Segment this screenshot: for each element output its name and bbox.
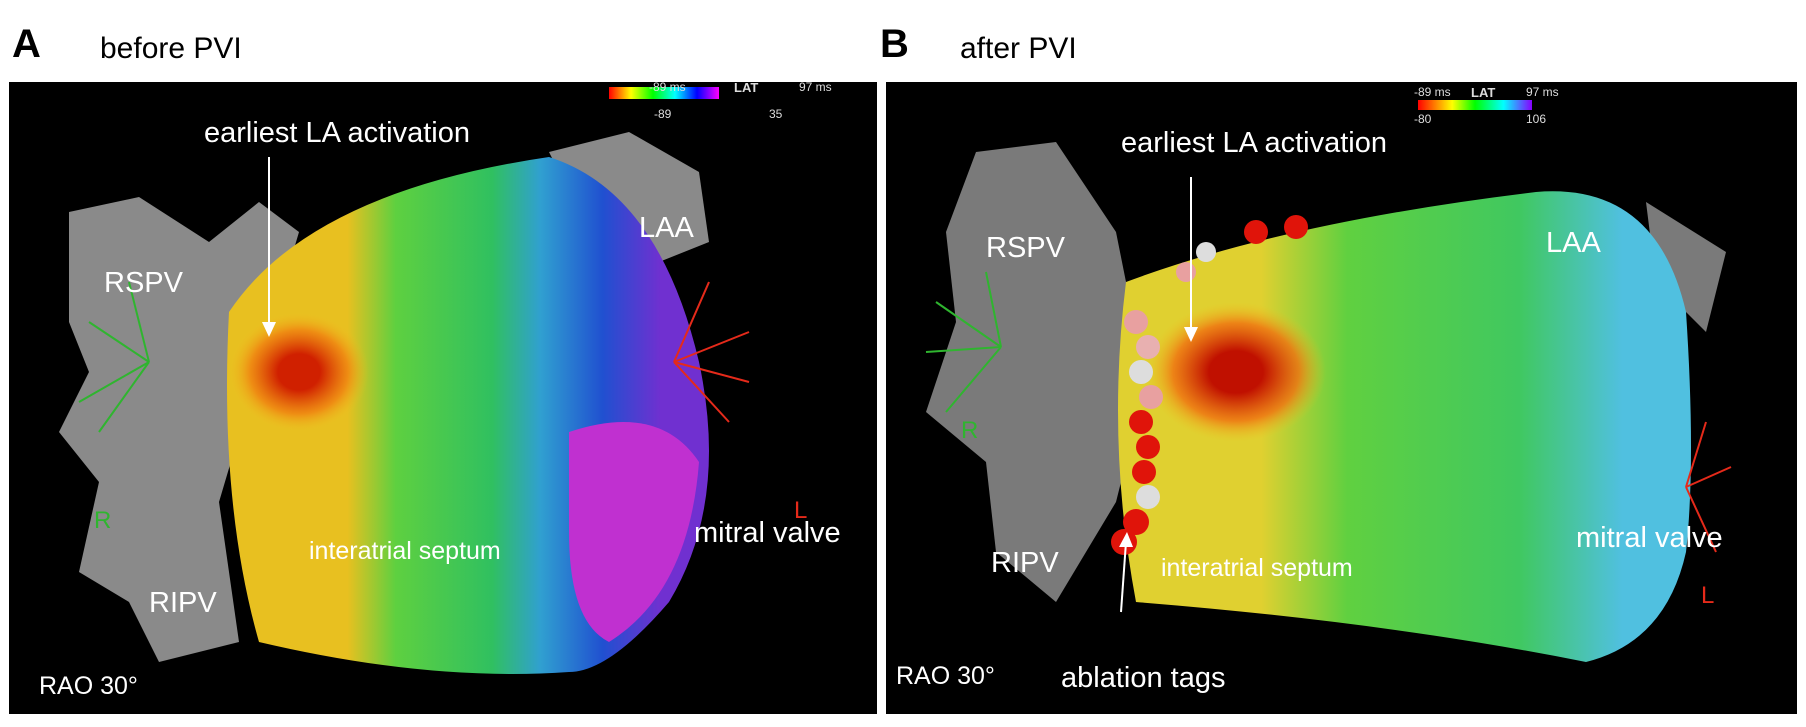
ripv-label: RIPV bbox=[149, 587, 217, 619]
colorbar-max: 97 ms bbox=[799, 82, 832, 94]
mitral-valve-label: mitral valve bbox=[694, 517, 841, 549]
rspv-label: RSPV bbox=[104, 267, 183, 299]
panel-a-title: before PVI bbox=[100, 32, 242, 65]
right-label: R bbox=[961, 417, 979, 444]
right-label: R bbox=[94, 507, 112, 534]
right-orientation-marker bbox=[78, 281, 150, 433]
view-label: RAO 30° bbox=[896, 662, 995, 690]
colorbar-marker-value: 35 bbox=[769, 107, 783, 121]
left-orientation-marker bbox=[1685, 421, 1732, 553]
septum-label: interatrial septum bbox=[1161, 554, 1353, 582]
rspv-label: RSPV bbox=[986, 232, 1065, 264]
ablation-tags bbox=[1111, 215, 1308, 555]
right-orientation-marker bbox=[925, 271, 1002, 413]
laa-label: LAA bbox=[639, 212, 694, 244]
colorbar-low-value: -80 bbox=[1414, 112, 1432, 126]
colorbar-b bbox=[1418, 100, 1532, 110]
panel-b-map: -89 ms LAT 97 ms -80 106 earliest LA act… bbox=[886, 82, 1797, 714]
ripv-label: RIPV bbox=[991, 547, 1059, 579]
septum-label: interatrial septum bbox=[309, 537, 501, 565]
panel-b-title: after PVI bbox=[960, 32, 1077, 65]
mitral-valve-label: mitral valve bbox=[1576, 522, 1723, 554]
left-label: L bbox=[794, 497, 808, 524]
colorbar-max: 97 ms bbox=[1526, 85, 1559, 99]
laa-label: LAA bbox=[1546, 227, 1601, 259]
colorbar-min: -89 ms bbox=[1414, 85, 1451, 99]
colorbar-a bbox=[609, 87, 719, 99]
colorbar-min: -89 ms bbox=[649, 82, 686, 94]
left-label: L bbox=[1701, 582, 1715, 609]
panel-b-letter: B bbox=[880, 22, 909, 66]
panel-a-map: -89 ms LAT 97 ms -89 35 earliest LA acti… bbox=[9, 82, 877, 714]
earliest-activation-label: earliest LA activation bbox=[204, 117, 470, 149]
atrium-map-b bbox=[925, 100, 1732, 662]
colorbar-label: LAT bbox=[734, 82, 759, 95]
view-label: RAO 30° bbox=[39, 672, 138, 700]
colorbar-label: LAT bbox=[1471, 85, 1496, 100]
colorbar-low-value: -89 bbox=[654, 107, 672, 121]
earliest-activation-label: earliest LA activation bbox=[1121, 127, 1387, 159]
left-orientation-marker bbox=[673, 281, 750, 423]
atrium-map-a bbox=[59, 87, 750, 674]
panel-a-letter: A bbox=[12, 22, 41, 66]
colorbar-high-value: 106 bbox=[1526, 112, 1547, 126]
ablation-tags-label: ablation tags bbox=[1061, 662, 1226, 694]
